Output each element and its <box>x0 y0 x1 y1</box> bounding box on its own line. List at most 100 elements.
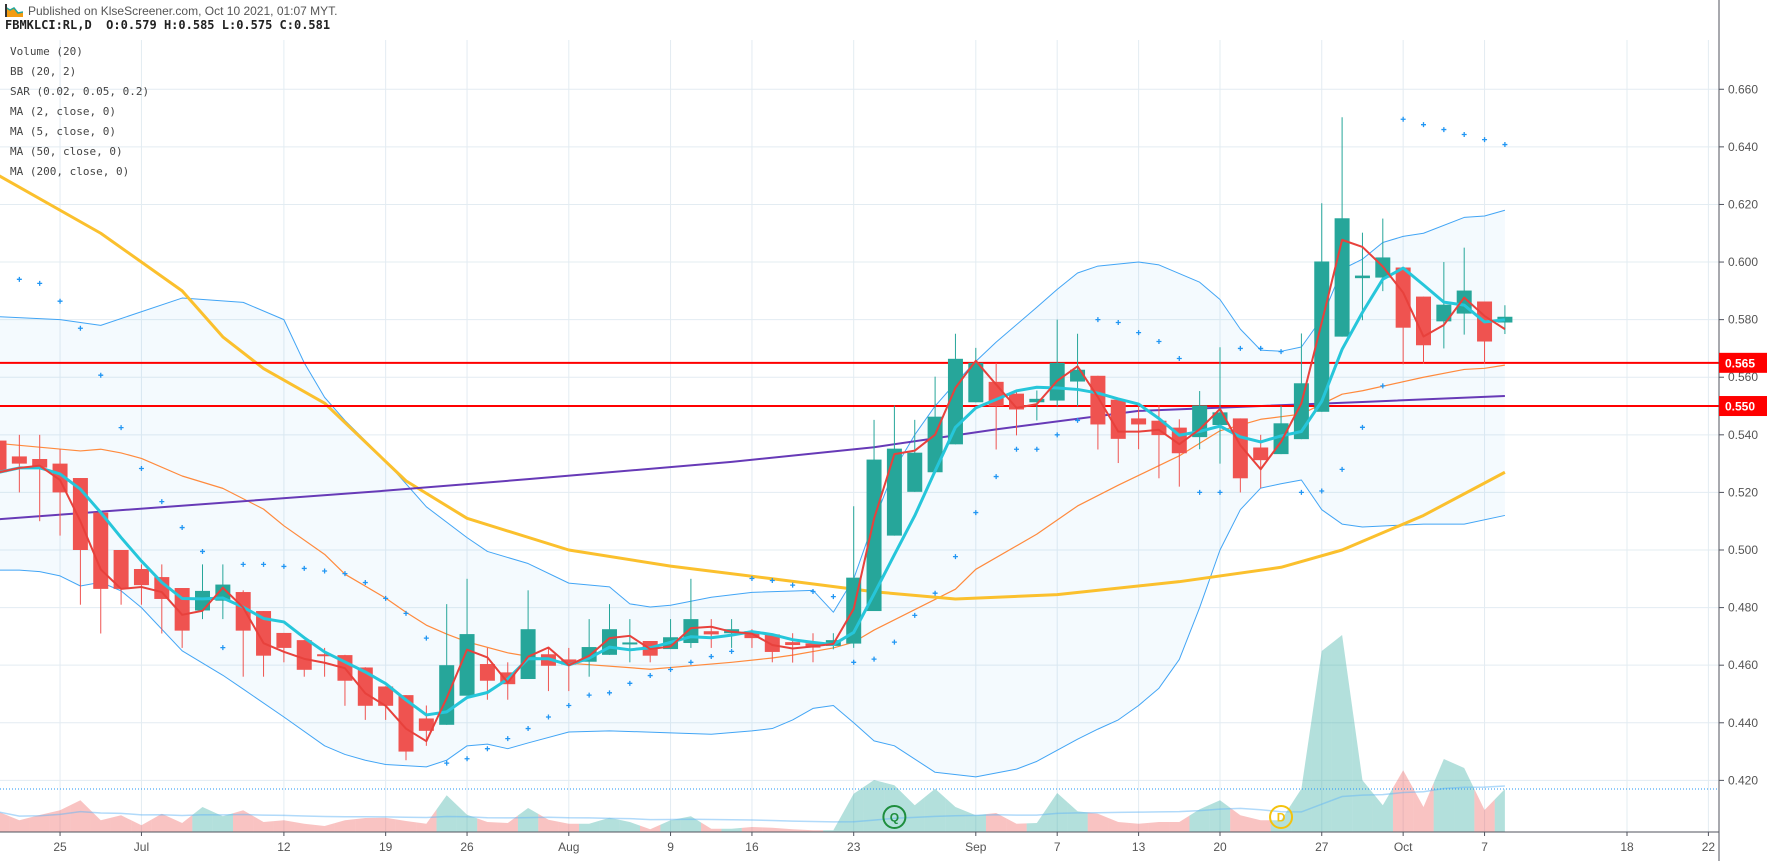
candle <box>1009 390 1024 436</box>
candle-body <box>479 664 495 681</box>
chart-logo-icon <box>5 4 23 17</box>
candle <box>622 619 638 663</box>
price-tick-label: 0.520 <box>1728 485 1758 499</box>
volume-area <box>334 819 356 832</box>
volume-pane <box>0 635 1719 832</box>
volume-area <box>314 823 335 832</box>
marker-label: D <box>1277 811 1286 825</box>
volume-area <box>904 795 925 832</box>
volume-ma-line <box>0 785 1505 823</box>
candle-body <box>866 459 882 612</box>
candle <box>1334 117 1350 337</box>
volume-area <box>151 813 172 832</box>
price-tick-label: 0.660 <box>1728 82 1758 96</box>
candle <box>133 564 149 605</box>
volume-area <box>436 795 457 832</box>
sar-dot <box>668 667 674 673</box>
legend-volume[interactable]: Volume (20) <box>10 45 83 58</box>
volume-area <box>395 819 417 832</box>
volume-area <box>1433 759 1455 832</box>
bb-lower-line <box>0 479 1506 778</box>
candle <box>93 512 109 634</box>
event-marker-d[interactable]: D <box>1269 805 1294 829</box>
volume-area <box>1087 812 1109 832</box>
volume-area <box>233 810 254 832</box>
sar-dot <box>1075 417 1081 423</box>
volume-area <box>924 788 946 832</box>
sar-dot <box>1319 488 1325 494</box>
sar-dot <box>1136 330 1142 336</box>
sar-dot <box>830 594 836 600</box>
candle <box>11 434 27 493</box>
sar-dot <box>729 648 735 654</box>
event-marker-q[interactable]: Q <box>882 805 907 829</box>
legend-ma200[interactable]: MA (200, close, 0) <box>10 165 130 178</box>
marker-circle-icon <box>1269 805 1294 829</box>
sar-dot <box>1258 345 1264 351</box>
time-tick-label: 7 <box>1481 840 1488 854</box>
volume-area <box>1230 807 1251 832</box>
sar-dot <box>281 563 287 569</box>
candle-body <box>317 654 333 657</box>
volume-area <box>1291 719 1312 832</box>
candle <box>1395 267 1411 365</box>
sar-dot <box>57 298 63 304</box>
sar-dot <box>1400 116 1406 122</box>
candle-body <box>378 686 394 706</box>
candle <box>1131 405 1147 450</box>
candle-body <box>1232 418 1248 479</box>
sar-dot <box>1176 356 1182 362</box>
sar-dot <box>37 280 43 286</box>
price-tick-label: 0.580 <box>1728 313 1758 327</box>
candle-body <box>93 512 109 589</box>
sar-dot <box>1482 137 1488 143</box>
legend-bb[interactable]: BB (20, 2) <box>10 65 77 78</box>
sar-dot <box>220 645 226 651</box>
price-axis-background <box>1719 0 1767 861</box>
candle-body <box>968 362 984 403</box>
price-tick-label: 0.500 <box>1728 543 1758 557</box>
candle <box>0 440 7 473</box>
sar-dot <box>973 510 979 516</box>
sar-dot <box>362 580 368 586</box>
marker-circle-icon <box>882 805 907 829</box>
candle <box>886 405 902 536</box>
legend-sar[interactable]: SAR (0.02, 0.05, 0.2) <box>10 85 150 98</box>
candle <box>154 564 170 634</box>
sar-dot <box>1441 127 1447 133</box>
volume-area <box>1311 643 1332 832</box>
sar-dot <box>1339 466 1345 472</box>
volume-area <box>945 797 966 832</box>
sar-dot <box>545 714 551 720</box>
candle <box>1070 333 1086 407</box>
sar-dot <box>484 746 490 752</box>
sar-dot <box>993 474 999 480</box>
volume-area <box>1108 817 1129 832</box>
candle-body <box>32 459 48 468</box>
sar-dot <box>423 635 429 641</box>
sar-dot <box>118 425 124 431</box>
volume-area <box>1209 800 1231 832</box>
volume-area <box>192 807 213 832</box>
candle <box>1253 434 1269 489</box>
sar-dot <box>1461 131 1467 137</box>
price-tick-label: 0.460 <box>1728 658 1758 672</box>
volume-area <box>273 820 295 832</box>
candle-body <box>459 634 475 696</box>
sar-dot <box>1502 142 1508 148</box>
ma50-line <box>0 174 1506 601</box>
candle-body <box>1416 296 1431 346</box>
legend-ma5[interactable]: MA (5, close, 0) <box>10 125 116 138</box>
sar-dot <box>322 568 328 574</box>
legend-ma2[interactable]: MA (2, close, 0) <box>10 105 116 118</box>
legend-ma50[interactable]: MA (50, close, 0) <box>10 145 123 158</box>
sar-dot <box>342 571 348 577</box>
volume-area <box>477 818 498 832</box>
volume-area <box>680 816 702 832</box>
candle-body <box>1070 369 1086 382</box>
time-tick-label: Oct <box>1394 840 1413 854</box>
price-tick-label: 0.440 <box>1728 716 1758 730</box>
candle-body <box>398 695 414 752</box>
time-tick-label: 27 <box>1315 840 1329 854</box>
